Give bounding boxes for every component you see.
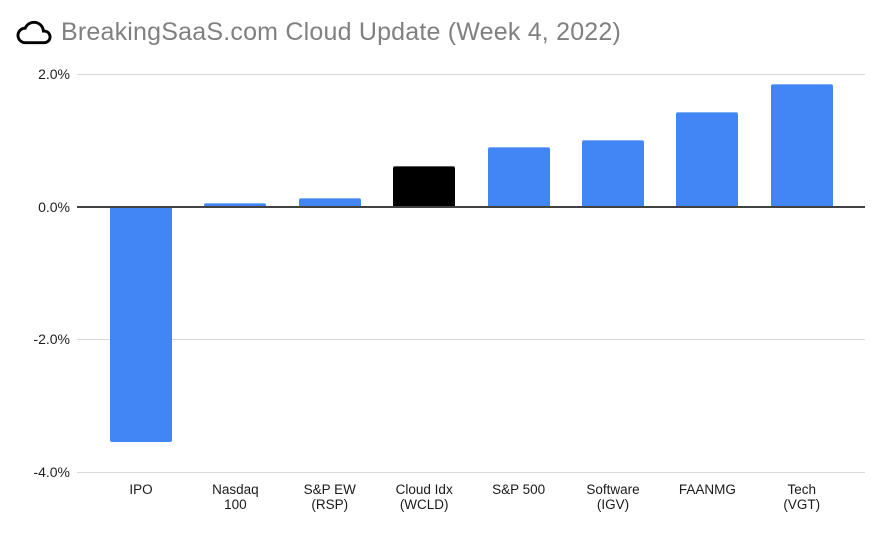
x-axis-category-label: Nasdaq 100 [187, 482, 283, 512]
x-axis-category-label: Software (IGV) [565, 482, 661, 512]
cloud-icon [10, 15, 58, 50]
x-axis-category-label: Tech (VGT) [754, 482, 850, 512]
bar-s-p-ew-rsp [298, 198, 361, 207]
x-axis-category-label: Cloud Idx (WCLD) [376, 482, 472, 512]
zero-baseline [77, 205, 865, 208]
x-axis-label-line: (VGT) [783, 497, 821, 512]
chart-title: BreakingSaaS.com Cloud Update (Week 4, 2… [61, 17, 622, 46]
bar-nasdaq-100 [204, 203, 267, 207]
y-axis-tick-label: 0.0% [38, 198, 70, 215]
x-axis-category-label: IPO [93, 482, 189, 497]
bar-s-p-500 [487, 146, 550, 207]
bar-faanmg [676, 111, 739, 207]
x-axis-label-line: Cloud Idx [395, 482, 453, 497]
x-axis-label-line: Tech [787, 482, 817, 497]
x-axis-category-label: FAANMG [659, 482, 755, 497]
x-axis-label-line: Nasdaq [212, 482, 259, 497]
x-axis-category-label: S&P 500 [471, 482, 567, 497]
x-axis-label-line: (RSP) [311, 497, 349, 512]
x-axis-label-line: S&P 500 [492, 482, 546, 497]
bar-tech-vgt [770, 83, 833, 207]
gridline [77, 73, 865, 75]
y-axis-tick-label: -4.0% [33, 464, 70, 480]
y-axis-tick-label: -2.0% [33, 331, 70, 348]
x-axis-label-line: S&P EW [303, 482, 356, 497]
x-axis-category-label: S&P EW (RSP) [282, 482, 378, 512]
gridline [77, 471, 865, 473]
gridline [77, 338, 865, 340]
chart-header: BreakingSaaS.com Cloud Update (Week 4, 2… [10, 12, 621, 52]
bar-cloud-idx-wcld [393, 165, 456, 207]
x-axis-label-line: (IGV) [596, 497, 630, 512]
x-axis-label-line: FAANMG [678, 482, 736, 497]
bar-software-igv [582, 140, 644, 207]
x-axis-label-line: IPO [129, 482, 153, 497]
x-axis-label-line: (WCLD) [399, 497, 449, 512]
x-axis-label-line: 100 [224, 497, 247, 512]
bar-ipo [110, 206, 172, 443]
y-axis-tick-label: 2.0% [38, 66, 70, 82]
x-axis-label-line: Software [586, 482, 640, 497]
